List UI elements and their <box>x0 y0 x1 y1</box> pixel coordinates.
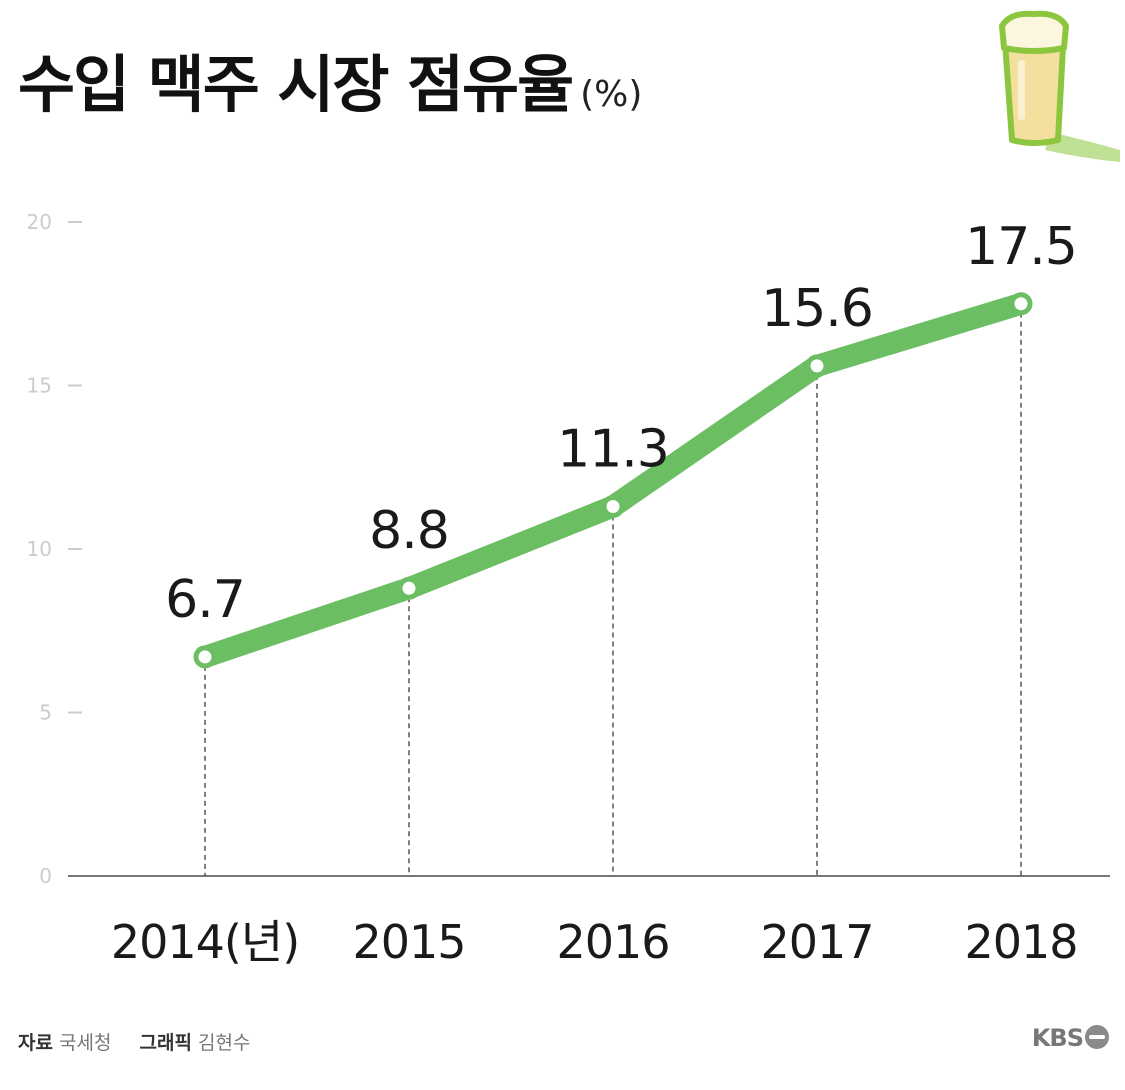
logo-mark <box>1085 1025 1109 1049</box>
data-point <box>805 354 829 378</box>
y-tick-label: 0 <box>39 864 52 888</box>
credits: 자료 국세청 그래픽 김현수 <box>18 1028 272 1055</box>
x-tick-label: 2018 <box>964 915 1077 969</box>
beer-glass-icon <box>999 10 1120 162</box>
data-point <box>1009 292 1033 316</box>
x-axis-labels: 2014(년) 2015 2016 2017 2018 <box>111 915 1079 969</box>
y-tick-label: 15 <box>27 374 52 398</box>
data-label: 17.5 <box>965 217 1077 277</box>
source-value: 국세청 <box>59 1032 112 1054</box>
data-labels: 6.7 8.8 11.3 15.6 17.5 <box>165 217 1078 630</box>
data-label: 6.7 <box>165 570 245 630</box>
data-label: 8.8 <box>369 501 449 561</box>
series-line <box>194 292 1032 668</box>
chart-title-block: 수입 맥주 시장 점유율 (%) <box>18 34 642 124</box>
data-points <box>193 292 1033 669</box>
graphic-value: 김현수 <box>198 1032 251 1054</box>
y-tick-label: 20 <box>27 210 52 234</box>
data-point <box>601 494 625 518</box>
x-tick-label: 2017 <box>760 915 873 969</box>
data-point <box>193 645 217 669</box>
x-tick-label: 2016 <box>556 915 669 969</box>
graphic-label: 그래픽 <box>139 1032 192 1054</box>
y-tick-label: 10 <box>27 537 52 561</box>
chart-title: 수입 맥주 시장 점유율 <box>18 48 574 121</box>
chart-unit: (%) <box>580 74 643 115</box>
y-axis: 0 5 10 15 20 <box>27 210 82 888</box>
x-tick-label: 2015 <box>352 915 465 969</box>
data-label: 11.3 <box>557 419 669 479</box>
y-tick-label: 5 <box>39 701 52 725</box>
data-point <box>397 576 421 600</box>
guide-lines <box>204 303 1022 876</box>
data-label: 15.6 <box>761 279 873 339</box>
logo-text: KBS <box>1031 1024 1084 1052</box>
source-label: 자료 <box>18 1032 53 1054</box>
kbs-logo-icon: KBS <box>1032 1024 1109 1052</box>
x-tick-label: 2014(년) <box>111 915 299 969</box>
